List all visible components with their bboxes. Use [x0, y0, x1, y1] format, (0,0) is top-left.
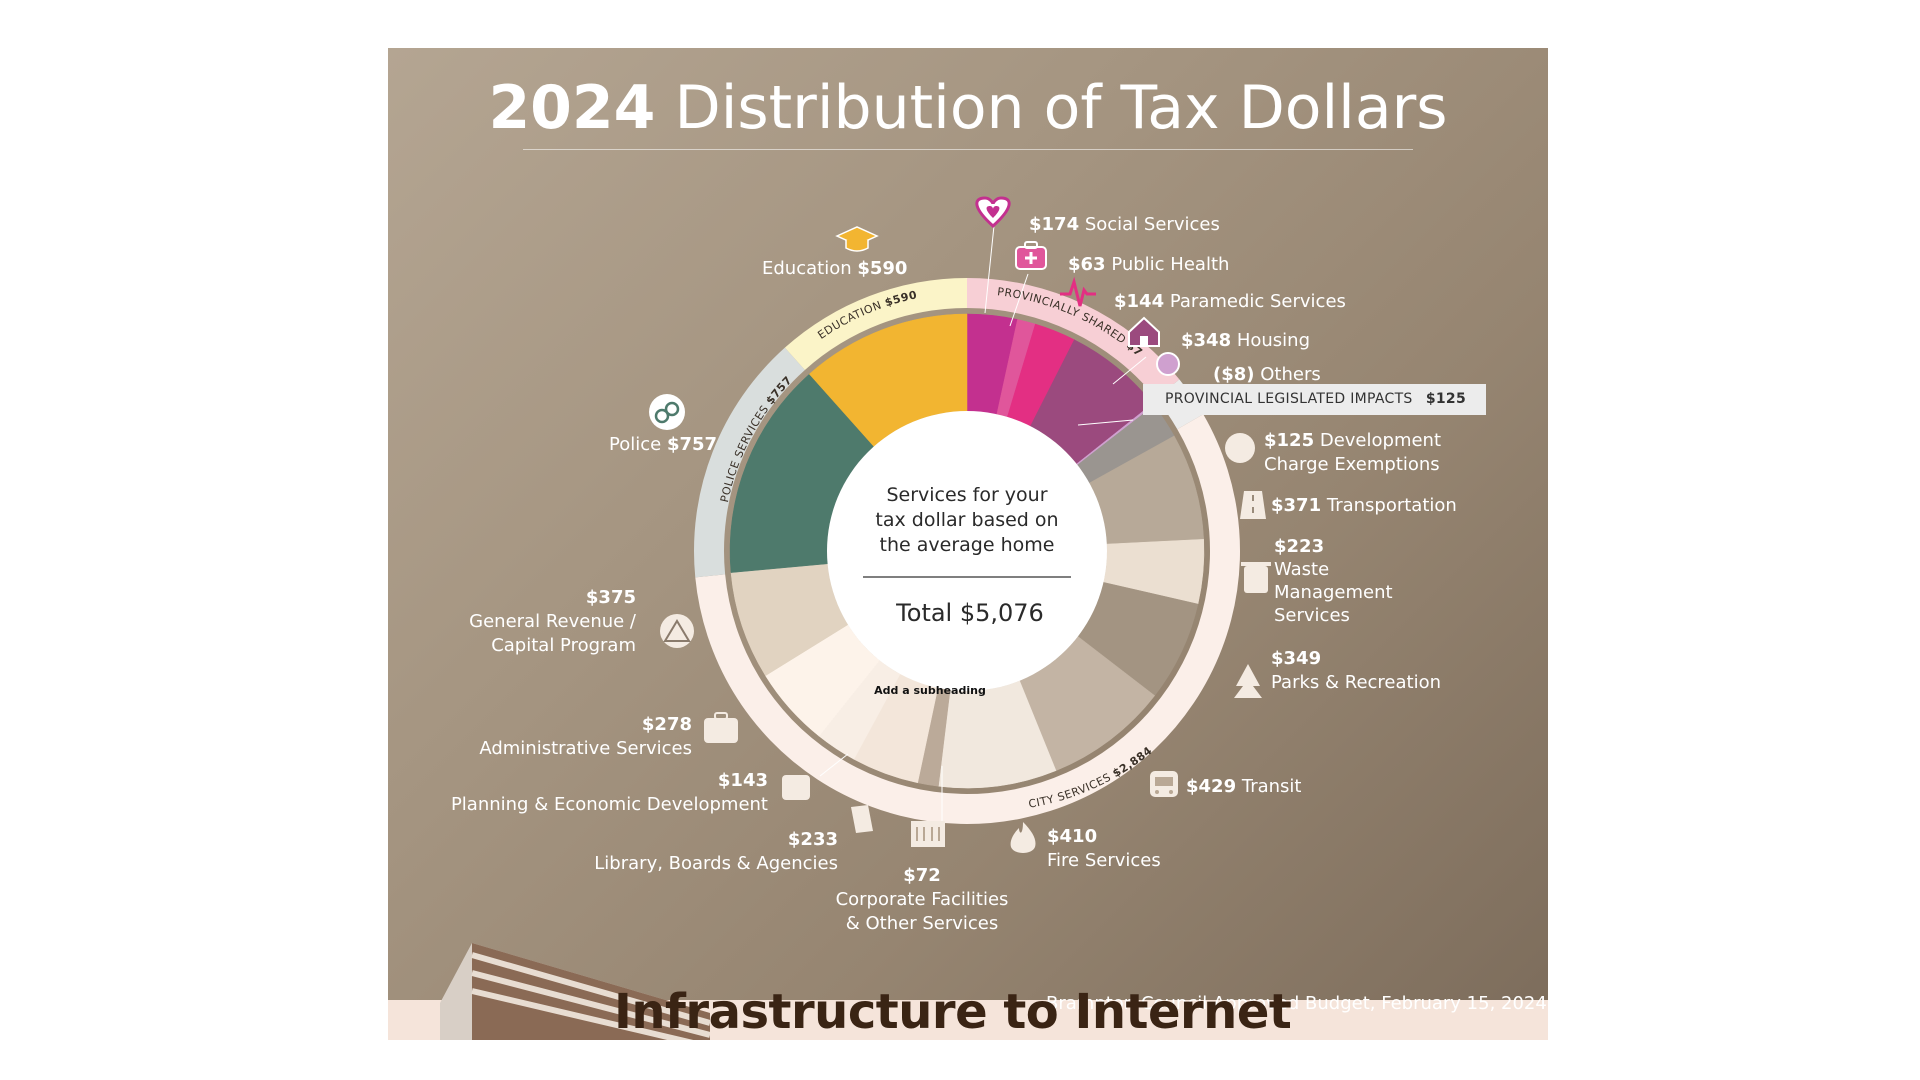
- label-development-line-2: Charge Exemptions: [1264, 454, 1440, 475]
- trash-icon: [1241, 562, 1271, 593]
- label-others: ($8) Others: [1213, 364, 1321, 385]
- group-arc-police-services: [694, 347, 805, 578]
- label-general-amount: $375: [586, 587, 636, 608]
- construction-icon: [660, 614, 694, 648]
- others-dot-icon: [1156, 352, 1180, 376]
- building-illustration: [440, 943, 710, 1040]
- group-arc-education: [784, 278, 967, 370]
- label-library-amount: $233: [788, 829, 838, 850]
- fire-icon: [1010, 822, 1036, 853]
- label-corporate-amount: $72: [903, 865, 941, 886]
- donut-chart: Services for your tax dollar based on th…: [388, 48, 1457, 934]
- label-parks-name: Parks & Recreation: [1271, 672, 1441, 693]
- label-corporate-line-2: & Other Services: [846, 913, 999, 934]
- label-transit: $429 Transit: [1186, 776, 1301, 797]
- slide: 2024 Distribution of Tax Dollars Service…: [388, 48, 1548, 1040]
- tree-icon: [1234, 664, 1262, 698]
- house-icon: [1128, 316, 1160, 347]
- leader-others: [1112, 356, 1147, 385]
- label-library-name: Library, Boards & Agencies: [594, 853, 838, 874]
- center-total: Total $5,076: [895, 599, 1044, 627]
- label-education: Education $590: [762, 258, 907, 279]
- label-parks-amount: $349: [1271, 648, 1321, 669]
- slices: [729, 313, 1205, 789]
- building-icon: [911, 821, 945, 847]
- bus-icon: [1150, 771, 1178, 797]
- heartbeat-icon: [1060, 276, 1096, 307]
- label-admin-amount: $278: [642, 714, 692, 735]
- medical-kit-icon: [1015, 241, 1047, 270]
- label-police: Police $757: [609, 434, 717, 455]
- label-waste-line-3: Services: [1274, 605, 1350, 626]
- label-planning-amount: $143: [718, 770, 768, 791]
- label-waste-line-2: Management: [1274, 582, 1393, 603]
- center-line-1: Services for your: [886, 484, 1047, 506]
- road-icon: [1240, 491, 1266, 519]
- briefcase-icon: [704, 712, 738, 743]
- provincial-legislated-amount: $125: [1425, 391, 1466, 407]
- book-icon: [851, 805, 873, 833]
- page-title: 2024 Distribution of Tax Dollars: [388, 63, 1548, 153]
- label-health: $63 Public Health: [1068, 254, 1229, 275]
- label-waste-line-1: Waste: [1274, 559, 1329, 580]
- label-planning-name: Planning & Economic Development: [451, 794, 768, 815]
- group-arc-provincially-shared: [967, 278, 1180, 399]
- heart-icon: [975, 196, 1011, 229]
- leader-planning: [819, 753, 849, 777]
- label-transportation: $371 Transportation: [1271, 495, 1457, 516]
- label-admin-name: Administrative Services: [479, 738, 692, 759]
- handcuffs-icon: [649, 394, 685, 430]
- title-divider: [523, 149, 1413, 150]
- footnote: Brampton Council Approved Budget, Februa…: [1046, 993, 1547, 1014]
- center-hole: [827, 411, 1107, 691]
- provincial-legislated-impacts-box: PROVINCIAL LEGISLATED IMPACTS $125: [1143, 384, 1486, 415]
- planning-icon: [782, 775, 810, 800]
- leader-development: [1077, 419, 1134, 426]
- label-social: $174 Social Services: [1029, 214, 1220, 235]
- label-waste-amount: $223: [1274, 536, 1324, 557]
- label-general-line-2: Capital Program: [491, 635, 636, 656]
- center-line-2: tax dollar based on: [875, 509, 1058, 531]
- leader-health: [1009, 273, 1029, 327]
- subheading-text: Add a subheading: [874, 684, 986, 697]
- label-general-line-1: General Revenue /: [469, 611, 637, 632]
- leader-social: [984, 215, 996, 314]
- overlay-caption: Infrastructure to Internet: [614, 984, 1292, 1040]
- label-development: $125 Development: [1264, 430, 1441, 451]
- label-fire-name: Fire Services: [1047, 850, 1161, 871]
- development-icon: [1225, 433, 1255, 463]
- center-line-3: the average home: [880, 534, 1055, 556]
- label-housing: $348 Housing: [1181, 330, 1310, 351]
- label-fire-amount: $410: [1047, 826, 1097, 847]
- title-text: Distribution of Tax Dollars: [674, 73, 1448, 143]
- title-year: 2024: [488, 73, 656, 143]
- label-paramedic: $144 Paramedic Services: [1114, 291, 1346, 312]
- label-corporate-line-1: Corporate Facilities: [836, 889, 1009, 910]
- provincial-legislated-name: PROVINCIAL LEGISLATED IMPACTS: [1165, 391, 1413, 407]
- education-cap-icon: [835, 226, 879, 252]
